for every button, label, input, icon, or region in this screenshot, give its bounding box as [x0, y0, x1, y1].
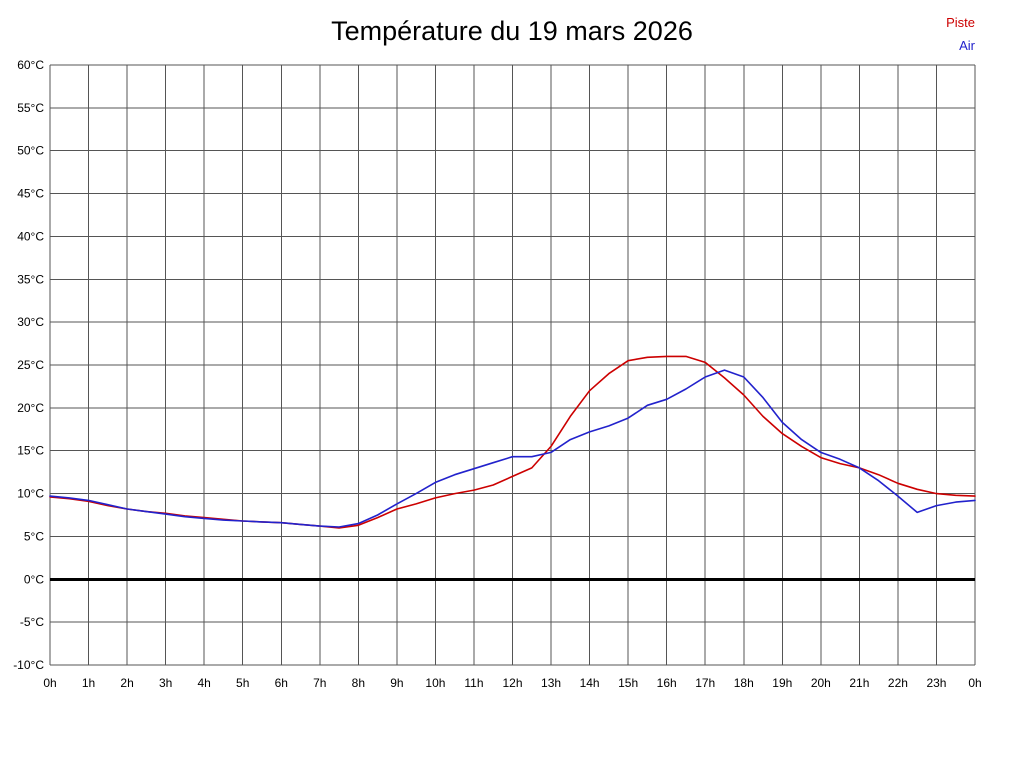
svg-text:0h: 0h [43, 676, 56, 690]
svg-text:21h: 21h [849, 676, 869, 690]
svg-text:20h: 20h [811, 676, 831, 690]
svg-text:2h: 2h [120, 676, 133, 690]
svg-text:6h: 6h [275, 676, 288, 690]
svg-text:25°C: 25°C [17, 358, 44, 372]
svg-text:10°C: 10°C [17, 487, 44, 501]
chart-title: Température du 19 mars 2026 [331, 16, 693, 46]
svg-text:0°C: 0°C [24, 572, 44, 586]
svg-text:55°C: 55°C [17, 101, 44, 115]
svg-text:5h: 5h [236, 676, 249, 690]
svg-text:60°C: 60°C [17, 58, 44, 72]
svg-text:15°C: 15°C [17, 444, 44, 458]
svg-text:5°C: 5°C [24, 529, 44, 543]
svg-text:30°C: 30°C [17, 315, 44, 329]
svg-text:45°C: 45°C [17, 187, 44, 201]
svg-text:-5°C: -5°C [20, 615, 44, 629]
svg-text:20°C: 20°C [17, 401, 44, 415]
svg-text:16h: 16h [657, 676, 677, 690]
svg-text:23h: 23h [926, 676, 946, 690]
svg-text:3h: 3h [159, 676, 172, 690]
svg-text:14h: 14h [580, 676, 600, 690]
chart-legend: Piste Air [946, 11, 975, 57]
legend-item-piste: Piste [946, 15, 975, 30]
svg-text:40°C: 40°C [17, 229, 44, 243]
svg-text:13h: 13h [541, 676, 561, 690]
svg-text:-10°C: -10°C [13, 658, 44, 672]
svg-text:1h: 1h [82, 676, 95, 690]
svg-text:7h: 7h [313, 676, 326, 690]
svg-text:17h: 17h [695, 676, 715, 690]
svg-text:22h: 22h [888, 676, 908, 690]
svg-text:8h: 8h [352, 676, 365, 690]
svg-text:9h: 9h [390, 676, 403, 690]
svg-text:0h: 0h [968, 676, 981, 690]
svg-text:12h: 12h [502, 676, 522, 690]
svg-text:19h: 19h [772, 676, 792, 690]
svg-text:50°C: 50°C [17, 144, 44, 158]
svg-text:15h: 15h [618, 676, 638, 690]
legend-item-air: Air [959, 38, 975, 53]
svg-text:4h: 4h [197, 676, 210, 690]
svg-text:18h: 18h [734, 676, 754, 690]
svg-text:10h: 10h [425, 676, 445, 690]
svg-text:11h: 11h [464, 676, 483, 690]
svg-text:35°C: 35°C [17, 272, 44, 286]
